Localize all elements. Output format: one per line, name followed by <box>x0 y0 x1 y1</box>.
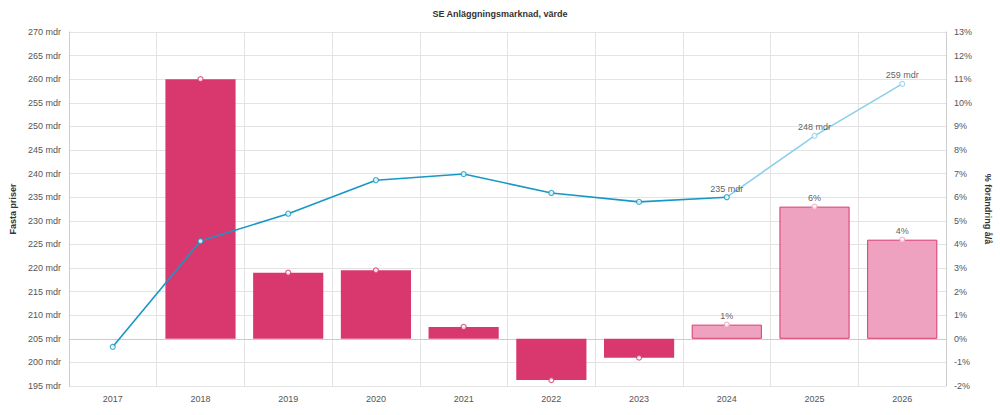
svg-text:235 mdr: 235 mdr <box>28 192 61 202</box>
svg-text:1%: 1% <box>720 311 733 321</box>
svg-text:245 mdr: 245 mdr <box>28 145 61 155</box>
svg-text:4%: 4% <box>954 239 967 249</box>
svg-text:2019: 2019 <box>278 394 298 404</box>
svg-text:5%: 5% <box>954 216 967 226</box>
svg-text:2018: 2018 <box>190 394 210 404</box>
svg-text:255 mdr: 255 mdr <box>28 98 61 108</box>
svg-text:270 mdr: 270 mdr <box>28 27 61 37</box>
svg-text:230 mdr: 230 mdr <box>28 216 61 226</box>
svg-text:1%: 1% <box>954 310 967 320</box>
svg-text:215 mdr: 215 mdr <box>28 287 61 297</box>
svg-text:2017: 2017 <box>103 394 123 404</box>
svg-text:235 mdr: 235 mdr <box>710 184 743 194</box>
svg-text:3%: 3% <box>954 263 967 273</box>
svg-text:2%: 2% <box>954 287 967 297</box>
svg-text:195 mdr: 195 mdr <box>28 381 61 391</box>
svg-text:2021: 2021 <box>454 394 474 404</box>
svg-text:8%: 8% <box>954 145 967 155</box>
svg-text:6%: 6% <box>954 192 967 202</box>
svg-text:13%: 13% <box>954 27 972 37</box>
svg-text:259 mdr: 259 mdr <box>886 70 919 80</box>
svg-text:4%: 4% <box>896 226 909 236</box>
svg-text:205 mdr: 205 mdr <box>28 334 61 344</box>
svg-text:6%: 6% <box>808 193 821 203</box>
svg-text:210 mdr: 210 mdr <box>28 310 61 320</box>
svg-text:0%: 0% <box>954 334 967 344</box>
svg-text:-1%: -1% <box>954 357 970 367</box>
svg-text:2022: 2022 <box>541 394 561 404</box>
svg-text:248 mdr: 248 mdr <box>798 122 831 132</box>
svg-text:265 mdr: 265 mdr <box>28 51 61 61</box>
svg-text:260 mdr: 260 mdr <box>28 74 61 84</box>
svg-text:10%: 10% <box>954 98 972 108</box>
svg-text:220 mdr: 220 mdr <box>28 263 61 273</box>
svg-text:2024: 2024 <box>717 394 737 404</box>
svg-text:2025: 2025 <box>804 394 824 404</box>
svg-text:2020: 2020 <box>366 394 386 404</box>
svg-text:11%: 11% <box>954 74 971 84</box>
svg-text:Fasta priser: Fasta priser <box>8 183 18 235</box>
svg-text:7%: 7% <box>954 169 967 179</box>
svg-text:2023: 2023 <box>629 394 649 404</box>
svg-text:SE Anläggningsmarknad, värde: SE Anläggningsmarknad, värde <box>432 9 567 19</box>
svg-text:225 mdr: 225 mdr <box>28 239 61 249</box>
svg-text:2026: 2026 <box>892 394 912 404</box>
svg-text:200 mdr: 200 mdr <box>28 357 61 367</box>
svg-text:250 mdr: 250 mdr <box>28 121 61 131</box>
svg-text:% förändring å/å: % förändring å/å <box>983 174 993 246</box>
svg-text:-2%: -2% <box>954 381 970 391</box>
svg-text:240 mdr: 240 mdr <box>28 169 61 179</box>
svg-text:12%: 12% <box>954 51 972 61</box>
svg-text:9%: 9% <box>954 121 967 131</box>
